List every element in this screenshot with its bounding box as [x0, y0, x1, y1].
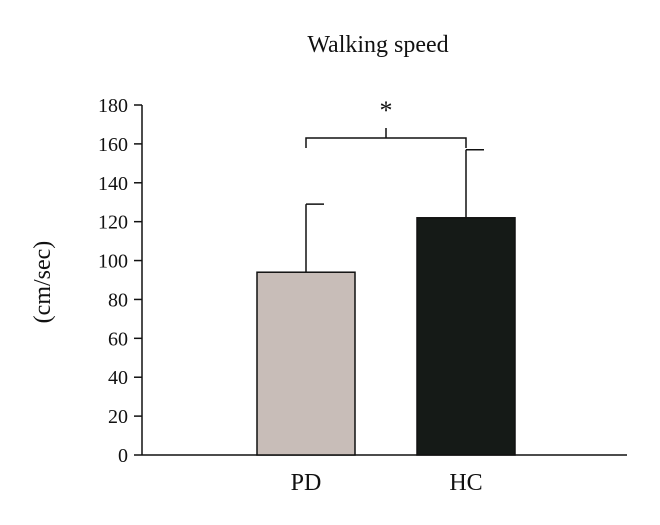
y-tick-label: 80 [108, 289, 128, 311]
significance-bracket [305, 137, 467, 148]
y-tick-label: 120 [98, 212, 128, 234]
y-tick-label: 100 [98, 251, 128, 273]
y-tick-label: 60 [108, 328, 128, 350]
y-tick-label: 20 [108, 406, 128, 428]
y-tick-label: 40 [108, 367, 128, 389]
y-tick-label: 0 [118, 445, 128, 467]
y-tick-label: 140 [98, 173, 128, 195]
bar-pd [256, 271, 356, 456]
bar-hc [416, 217, 516, 456]
y-tick-label: 180 [98, 95, 128, 117]
y-axis-label: (cm/sec) [30, 241, 56, 324]
significance-marker: * [380, 96, 393, 125]
x-tick-label: PD [291, 470, 322, 496]
chart-title: Walking speed [307, 32, 448, 58]
x-tick-label: HC [449, 470, 482, 496]
y-tick-label: 160 [98, 134, 128, 156]
